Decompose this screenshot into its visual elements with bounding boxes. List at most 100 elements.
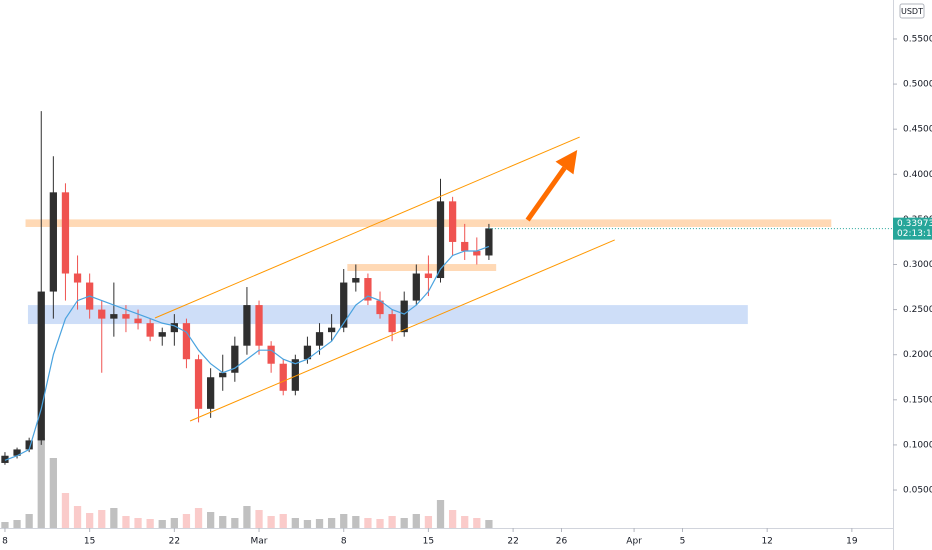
candle-body <box>315 332 324 346</box>
volume-bar <box>25 514 33 528</box>
x-tick-label: 22 <box>507 537 518 547</box>
candle-body <box>98 309 106 319</box>
candle-body <box>243 305 251 346</box>
volume-bar <box>182 514 191 528</box>
volume-bar <box>364 518 372 528</box>
trend-line <box>189 239 615 422</box>
candle-body <box>424 273 433 279</box>
volume-bar <box>400 518 408 528</box>
candle-body <box>158 332 166 337</box>
candle-body <box>388 314 396 333</box>
volume-bar <box>436 500 445 528</box>
volume-bar <box>473 518 481 528</box>
candle-body <box>352 278 360 283</box>
volume-bar <box>98 510 106 528</box>
candle-body <box>327 327 336 333</box>
volume-bar <box>352 516 360 528</box>
candle-body <box>255 305 263 346</box>
candle-body <box>134 318 142 324</box>
candle-body <box>340 282 348 328</box>
volume-bar <box>146 519 154 528</box>
candle-body <box>279 363 287 391</box>
candle-body <box>49 192 57 292</box>
volume-bar <box>207 512 215 528</box>
volume-bar <box>170 518 178 528</box>
candle-body <box>303 345 312 360</box>
candle-body <box>182 323 191 360</box>
volume-bar <box>340 514 348 528</box>
volume-bar <box>279 514 287 528</box>
volume-bar <box>73 506 82 528</box>
candle-body <box>73 273 82 283</box>
candle-body <box>448 201 457 242</box>
trend-line <box>154 136 580 319</box>
volume-bar <box>267 516 275 528</box>
x-tick-label: 26 <box>556 537 568 547</box>
volume-bar <box>255 510 263 528</box>
last-price-box <box>893 217 932 240</box>
volume-bar <box>412 514 420 528</box>
volume-bar <box>315 519 324 528</box>
candle-body <box>219 372 227 378</box>
candle-body <box>122 314 130 319</box>
volume-bar <box>485 520 493 528</box>
moving-average <box>4 245 490 461</box>
volume-bar <box>376 519 384 528</box>
arrow-shaft <box>525 166 567 222</box>
y-tick-label: 0.55000 <box>903 34 932 44</box>
candle-body <box>1 455 9 463</box>
volume-bar <box>122 516 130 528</box>
candle-body <box>25 440 33 450</box>
candle-body <box>170 323 178 333</box>
candle-body <box>412 273 420 301</box>
volume-bar <box>461 516 469 528</box>
candle-body <box>13 449 21 456</box>
candle-body <box>146 323 154 337</box>
x-tick-label: 15 <box>84 537 95 547</box>
candle-body <box>61 192 70 274</box>
candle-body <box>364 278 372 301</box>
volume-bar <box>303 520 312 528</box>
candle-body <box>194 359 203 409</box>
volume-bar <box>194 508 203 528</box>
volume-bar <box>49 458 57 528</box>
volume-bar <box>243 506 251 528</box>
x-tick-label: 22 <box>169 537 180 547</box>
candle-body <box>37 291 45 441</box>
countdown: 02:13:10 <box>897 229 932 239</box>
candle-body <box>473 250 481 256</box>
candle-body <box>485 228 493 256</box>
currency: USDT <box>901 7 923 16</box>
volume-bar <box>13 520 21 528</box>
candle-body <box>231 345 239 373</box>
candle-body <box>376 300 384 315</box>
last-price-label: 0.33973 <box>897 219 932 229</box>
arrow-head <box>555 150 578 175</box>
candle-body <box>400 300 408 333</box>
candle-body <box>267 345 275 364</box>
x-tick-label: 15 <box>423 537 434 547</box>
volume-bar <box>110 508 118 528</box>
volume-bar <box>448 510 457 528</box>
candle-body <box>461 241 469 251</box>
volume-bar <box>158 520 166 528</box>
x-tick-label: 8 <box>341 537 347 547</box>
x-tick-label: 12 <box>761 537 772 547</box>
volume-bar <box>61 493 70 528</box>
x-tick-label: 8 <box>2 537 8 547</box>
x-tick-label: Mar <box>251 537 268 547</box>
volume-bar <box>388 516 396 528</box>
zone <box>25 219 832 227</box>
volume-bar <box>327 518 336 528</box>
candle-body <box>436 201 445 279</box>
volume-bar <box>291 518 299 528</box>
